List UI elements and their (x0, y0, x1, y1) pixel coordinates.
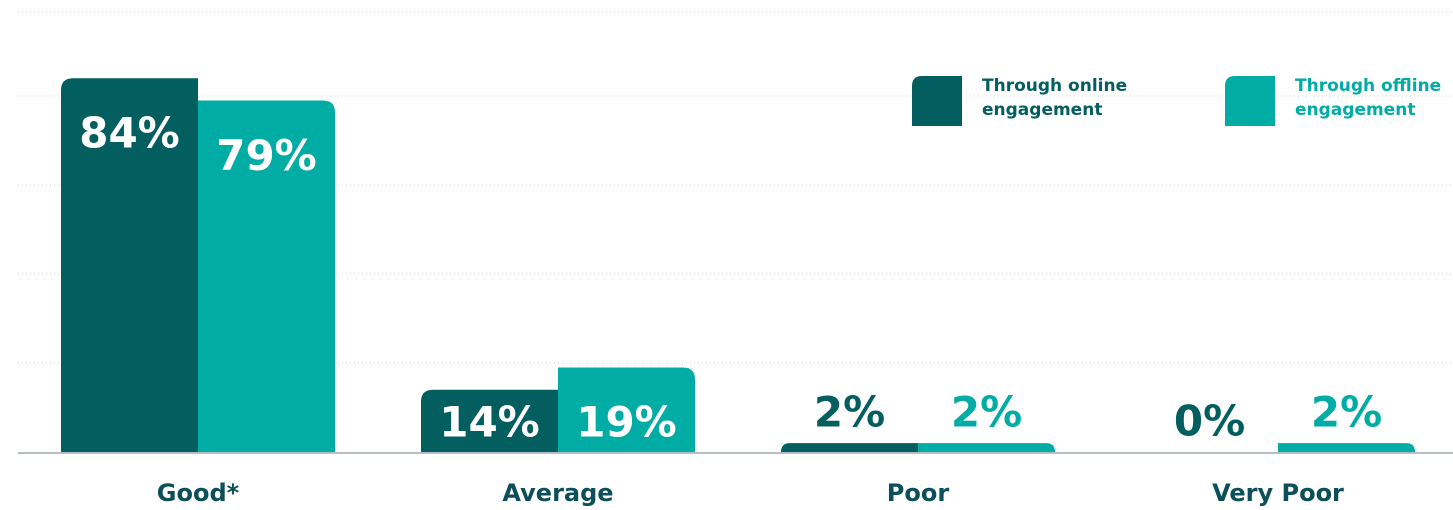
x-tick-label: Good* (157, 479, 240, 507)
legend-swatch (912, 76, 962, 126)
bar (1278, 443, 1415, 452)
data-label: 79% (216, 131, 317, 180)
data-label: 14% (439, 398, 540, 447)
data-label: 2% (1311, 388, 1382, 437)
bar (61, 78, 198, 452)
bar (918, 443, 1055, 452)
data-label: 19% (576, 398, 677, 447)
bar (781, 443, 918, 452)
x-tick-label: Average (502, 479, 613, 507)
data-label: 0% (1174, 397, 1245, 446)
data-label: 84% (79, 109, 180, 158)
legend-label: Through online engagement (982, 76, 1128, 120)
bar (558, 367, 695, 452)
data-label: 2% (814, 388, 885, 437)
bar (198, 100, 335, 452)
x-tick-label: Poor (887, 479, 950, 507)
data-label: 2% (951, 388, 1022, 437)
legend-swatch (1225, 76, 1275, 126)
legend-label: Through offline engagement (1295, 76, 1442, 120)
bar (421, 389, 558, 452)
x-tick-label: Very Poor (1212, 479, 1344, 507)
